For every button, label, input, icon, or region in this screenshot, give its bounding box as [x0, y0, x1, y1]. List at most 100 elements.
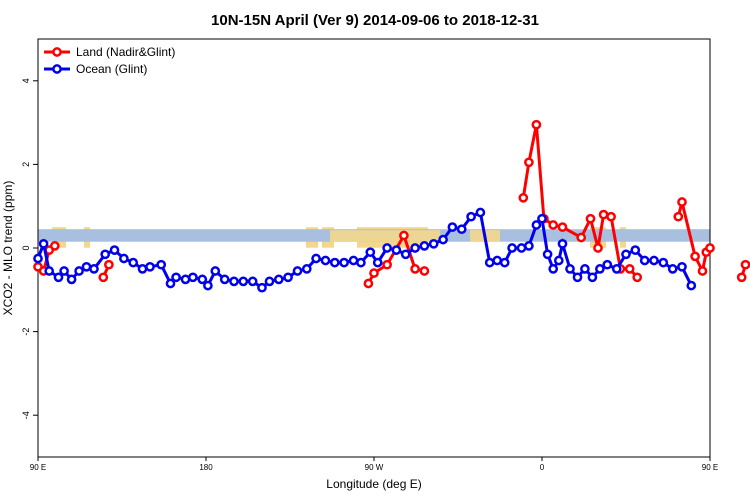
data-point: [537, 213, 547, 224]
data-point: [677, 197, 687, 207]
data-point: [686, 280, 697, 291]
data-point: [557, 222, 568, 232]
plot-frame: [37, 38, 711, 458]
y-tick-label: 2: [21, 162, 31, 167]
data-point: [301, 264, 312, 274]
data-point: [203, 280, 213, 291]
data-point: [611, 264, 622, 274]
data-point: [98, 272, 109, 283]
x-tick-label: 90 E: [702, 463, 718, 472]
data-point: [690, 251, 700, 262]
data-point: [598, 209, 609, 220]
data-point: [137, 264, 148, 274]
data-point: [419, 266, 430, 276]
data-point: [247, 276, 258, 287]
data-point: [109, 245, 120, 255]
data-point: [171, 272, 181, 283]
data-point: [606, 211, 616, 222]
data-point: [81, 261, 92, 272]
data-point: [667, 264, 678, 274]
y-tick-label: -4: [21, 411, 31, 419]
data-point: [548, 220, 559, 230]
data-point: [697, 266, 708, 276]
data-point: [391, 245, 402, 255]
data-point: [369, 268, 379, 278]
data-point: [66, 274, 77, 285]
data-point: [466, 211, 476, 222]
data-point: [602, 259, 613, 270]
data-point: [329, 257, 340, 268]
data-point: [229, 276, 239, 287]
data-point: [580, 264, 590, 274]
data-point: [410, 243, 420, 253]
data-point: [576, 232, 587, 243]
y-axis-label: XCO2 - MLO trend (ppm): [1, 181, 15, 316]
series-ocean: [33, 207, 697, 293]
data-point: [264, 276, 275, 287]
data-point: [736, 272, 747, 283]
data-point: [673, 211, 684, 222]
data-point: [484, 257, 495, 268]
data-point: [382, 243, 392, 253]
data-point: [365, 247, 376, 258]
y-tick-label: 0: [21, 245, 31, 250]
data-point: [210, 266, 221, 276]
data-point: [639, 255, 650, 266]
data-point: [456, 224, 467, 235]
data-point: [705, 243, 715, 253]
data-point: [59, 266, 69, 276]
data-point: [257, 282, 267, 293]
series-line: [521, 124, 639, 279]
x-tick-label: 180: [199, 463, 213, 472]
land-overlay: [330, 230, 500, 242]
data-point: [595, 264, 605, 274]
y-tick-label: 4: [21, 78, 31, 83]
data-point: [49, 241, 60, 251]
data-point: [624, 264, 635, 274]
data-point: [53, 272, 64, 283]
data-point: [632, 272, 643, 283]
data-point: [428, 238, 439, 249]
data-point: [219, 274, 230, 285]
data-point: [128, 257, 139, 268]
data-point: [658, 257, 669, 268]
data-point: [542, 249, 553, 260]
data-point: [557, 238, 568, 249]
data-point: [677, 261, 687, 272]
x-tick-label: 90 W: [365, 463, 384, 472]
data-point: [100, 249, 111, 260]
data-point: [572, 272, 583, 283]
data-point: [587, 272, 598, 283]
legend-swatch-marker: [52, 64, 62, 74]
data-point: [475, 207, 486, 218]
data-point: [311, 253, 321, 264]
data-point: [292, 266, 303, 276]
data-point: [621, 249, 631, 260]
land-patch: [330, 230, 440, 242]
x-tick-label: 90 E: [30, 463, 46, 472]
data-point: [273, 274, 284, 285]
data-point: [419, 241, 430, 251]
legend-label: Land (Nadir&Glint): [76, 45, 175, 59]
data-point: [156, 259, 167, 270]
data-point: [518, 192, 529, 203]
data-point: [119, 253, 129, 264]
y-axis: -4 -2 0 2 4: [21, 78, 38, 419]
chart-title: 10N-15N April (Ver 9) 2014-09-06 to 2018…: [211, 12, 539, 29]
x-tick-label: 0: [540, 463, 545, 472]
data-point: [507, 243, 517, 253]
data-point: [516, 243, 527, 253]
data-point: [524, 241, 534, 251]
x-axis-label: Longitude (deg E): [326, 477, 421, 491]
data-point: [499, 257, 510, 268]
data-point: [548, 264, 559, 274]
data-point: [348, 255, 359, 266]
data-point: [104, 259, 114, 270]
legend-label: Ocean (Glint): [76, 62, 147, 76]
data-point: [531, 119, 542, 130]
data-point: [89, 264, 99, 274]
series-layer: [33, 119, 750, 293]
data-point: [400, 249, 411, 260]
data-point: [585, 213, 596, 224]
